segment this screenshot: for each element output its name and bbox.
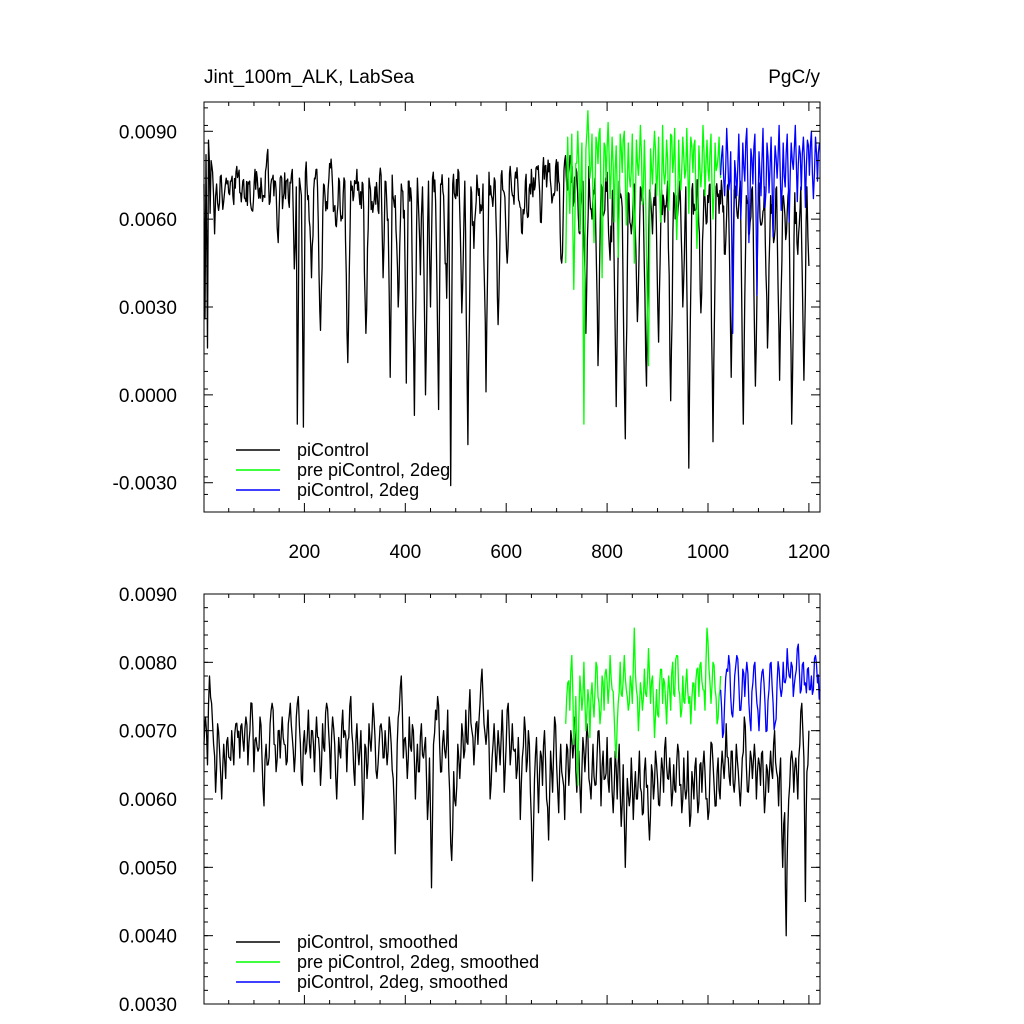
top-x-tick-label: 800: [591, 542, 623, 563]
bottom-y-tick-label: 0.0030: [119, 995, 177, 1016]
top-x-tick-label: 400: [389, 542, 421, 563]
bottom-y-tick-label: 0.0070: [119, 722, 177, 743]
bottom-y-tick-label: 0.0080: [119, 653, 177, 674]
bottom-series-pre-picontrol-2deg-smoothed: [565, 627, 722, 786]
legend-label-pre-piControl-2deg-smoothed: pre piControl, 2deg, smoothed: [297, 952, 539, 972]
chart-title: Jint_100m_ALK, LabSea: [204, 67, 415, 88]
bottom-y-tick-label: 0.0040: [119, 927, 177, 948]
top-x-tick-label: 1200: [788, 542, 830, 563]
bottom-series-picontrol-smoothed: [203, 668, 810, 937]
top-x-tick-label: 1000: [687, 542, 729, 563]
legend-label-piControl: piControl: [297, 440, 369, 460]
top-y-tick-label: 0.0000: [119, 386, 177, 407]
top-y-tick-label: -0.0030: [113, 474, 177, 495]
top-x-tick-label: 600: [490, 542, 522, 563]
units-label: PgC/y: [768, 67, 820, 88]
bottom-axis-ticks: 0.0090 0.0080 0.0070 0.0060 0.0050 0.0040 0.00…: [119, 585, 820, 1016]
bottom-y-tick-label: 0.0060: [119, 790, 177, 811]
top-panel: Jint_100m_ALK, LabSea PgC/y 0.0090 0.0060…: [113, 67, 830, 563]
bottom-series-picontrol-2deg-smoothed: [719, 643, 821, 739]
bottom-legend: piControl, smoothed pre piControl, 2deg,…: [236, 932, 539, 992]
top-y-tick-label: 0.0060: [119, 210, 177, 231]
legend-label-piControl-2deg: piControl, 2deg: [297, 480, 419, 500]
legend-label-piControl-smoothed: piControl, smoothed: [297, 932, 458, 952]
top-x-tick-label: 200: [289, 542, 321, 563]
top-y-tick-label: 0.0030: [119, 298, 177, 319]
bottom-y-tick-label: 0.0090: [119, 585, 177, 606]
top-axis-ticks: 0.0090 0.0060 0.0030 0.0000 -0.0030 200 400 600…: [113, 102, 830, 563]
legend-label-pre-piControl-2deg: pre piControl, 2deg: [297, 460, 450, 480]
bottom-panel: 0.0090 0.0080 0.0070 0.0060 0.0050 0.0040 0.00…: [119, 585, 821, 1016]
top-series-picontrol: [203, 139, 810, 487]
top-series-pre-picontrol-2deg: [565, 110, 722, 425]
top-legend: piControl pre piControl, 2deg piControl,…: [236, 440, 450, 500]
top-series-picontrol-2deg: [719, 124, 821, 335]
top-y-tick-label: 0.0090: [119, 122, 177, 143]
bottom-plot-area: [203, 627, 821, 937]
top-plot-area: [203, 110, 821, 487]
bottom-y-tick-label: 0.0050: [119, 858, 177, 879]
legend-label-piControl-2deg-smoothed: piControl, 2deg, smoothed: [297, 972, 508, 992]
